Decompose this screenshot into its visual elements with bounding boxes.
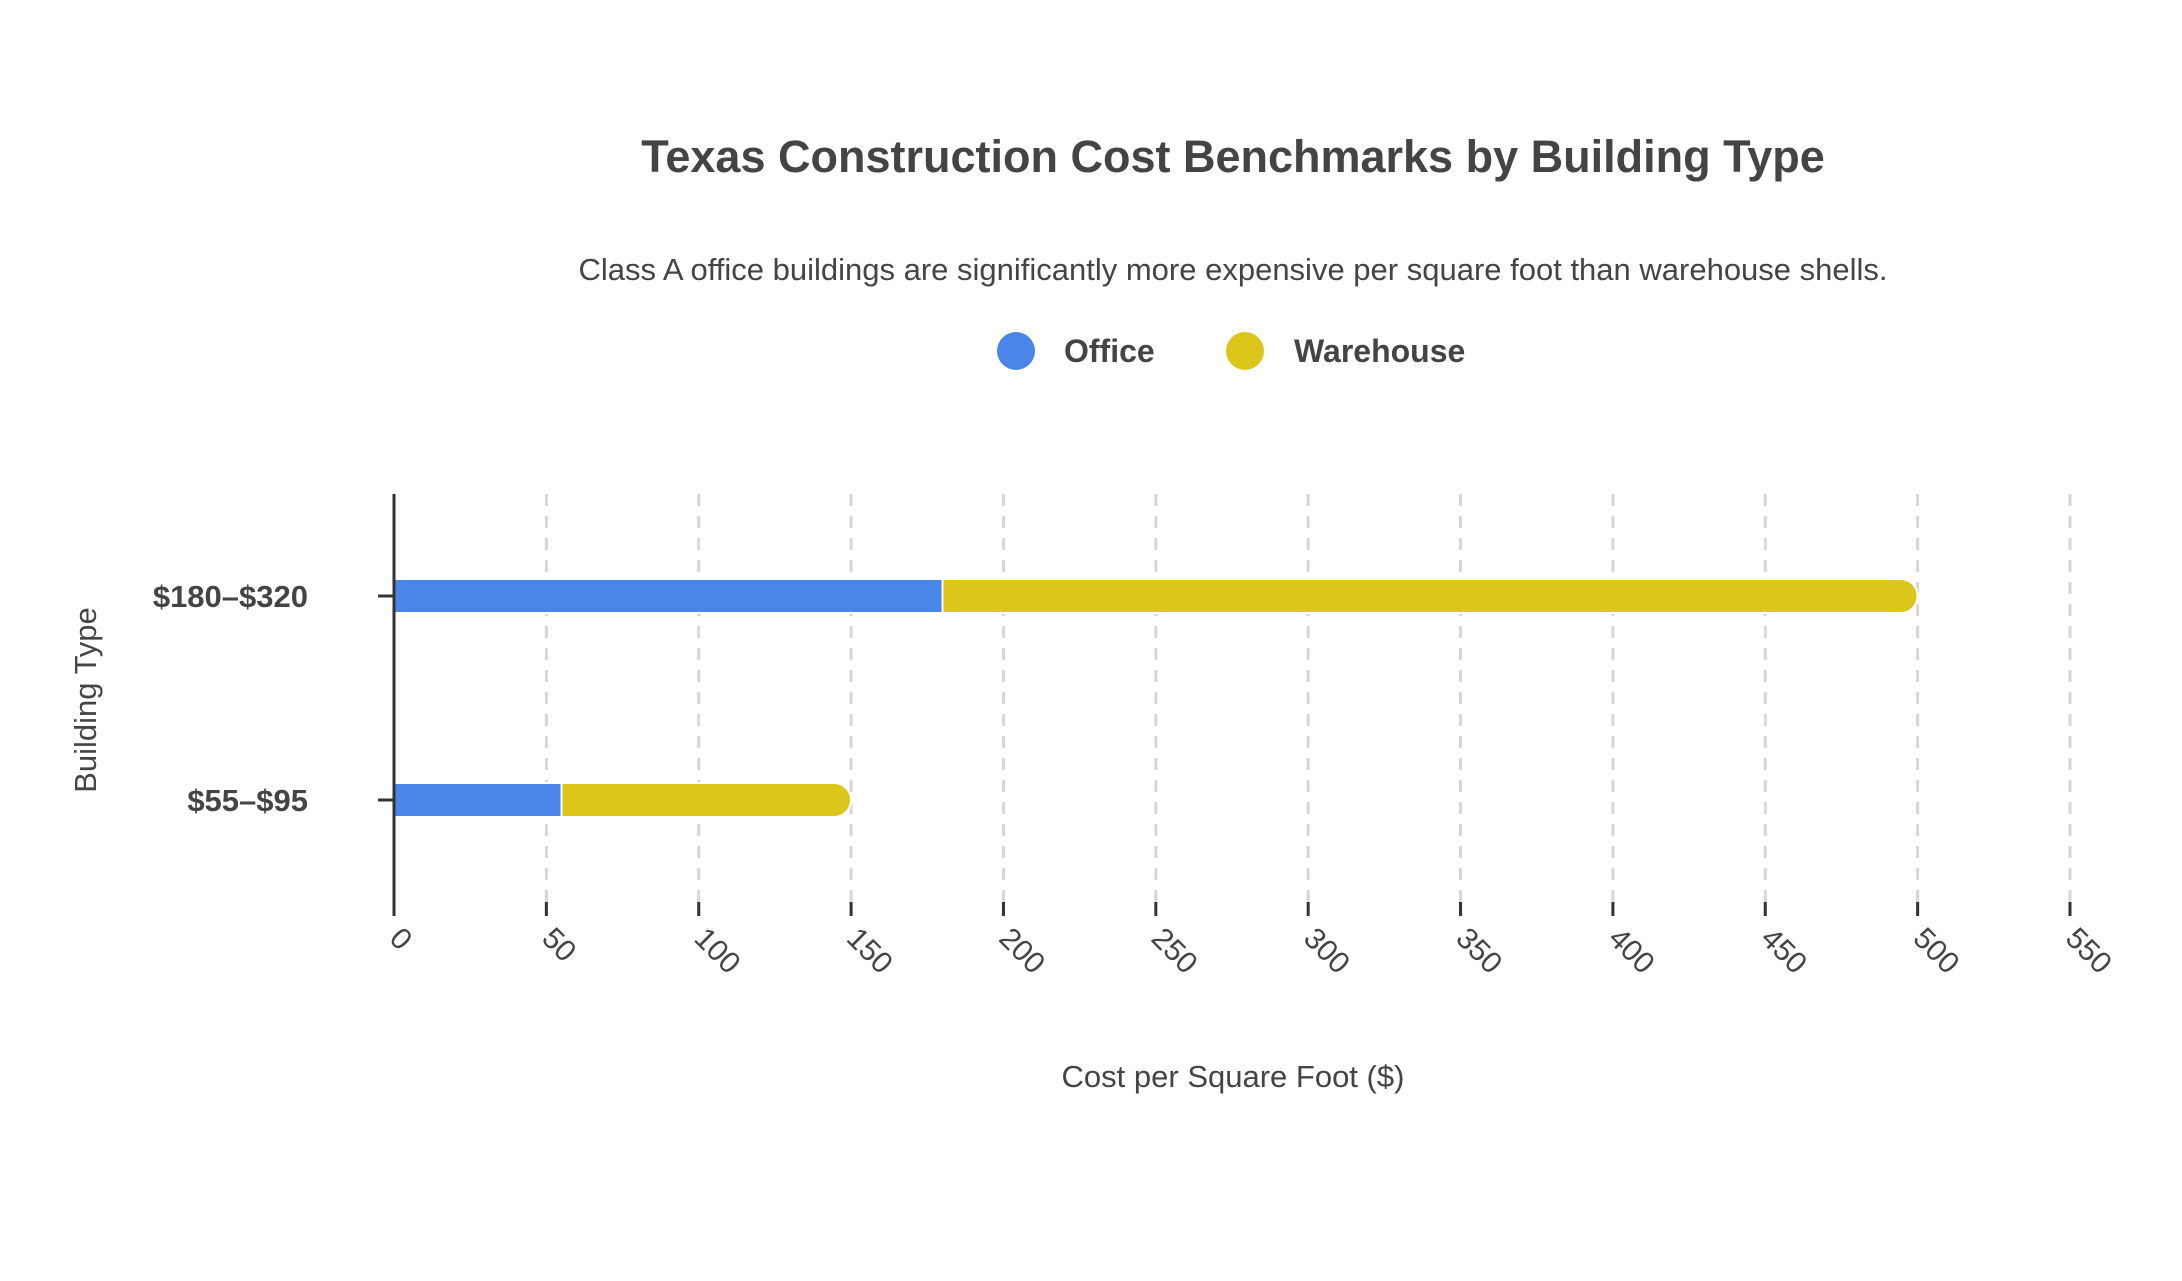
x-tick-label: 350 [1450, 922, 1509, 981]
bars [393, 578, 1919, 818]
legend: Office Warehouse [997, 332, 1465, 370]
x-tick-label: 50 [535, 922, 582, 969]
gridlines [544, 494, 2072, 902]
x-tick-label: 500 [1907, 922, 1966, 981]
bar-warehouse-0 [941, 578, 1919, 614]
x-tick-label: 200 [993, 922, 1052, 981]
x-axis-ticks: 0 50 100 150 200 250 300 350 400 450 500 550 [383, 902, 2118, 980]
x-tick-label: 550 [2059, 922, 2118, 981]
x-tick-label: 400 [1602, 922, 1661, 981]
legend-label-office: Office [1064, 333, 1155, 369]
legend-label-warehouse: Warehouse [1294, 333, 1465, 369]
y-tick-label: $55–$95 [187, 783, 308, 818]
x-tick-label: 150 [840, 922, 899, 981]
y-axis-title: Building Type [68, 607, 103, 793]
legend-marker-warehouse [1226, 332, 1264, 370]
y-axis-ticks: $180–$320 $55–$95 [153, 579, 394, 818]
x-tick-label: 250 [1145, 922, 1204, 981]
y-tick-label: $180–$320 [153, 579, 308, 614]
x-tick-label: 450 [1754, 922, 1813, 981]
legend-marker-office [997, 332, 1035, 370]
x-tick-label: 100 [688, 922, 747, 981]
x-axis-title: Cost per Square Foot ($) [1062, 1059, 1405, 1094]
x-tick-label: 0 [383, 922, 418, 957]
bar-warehouse-1 [560, 782, 853, 818]
bar-office-0 [393, 578, 944, 614]
bar-office-1 [393, 782, 563, 818]
chart-title: Texas Construction Cost Benchmarks by Bu… [641, 131, 1825, 182]
x-tick-label: 300 [1297, 922, 1356, 981]
chart-subtitle: Class A office buildings are significant… [578, 252, 1887, 287]
